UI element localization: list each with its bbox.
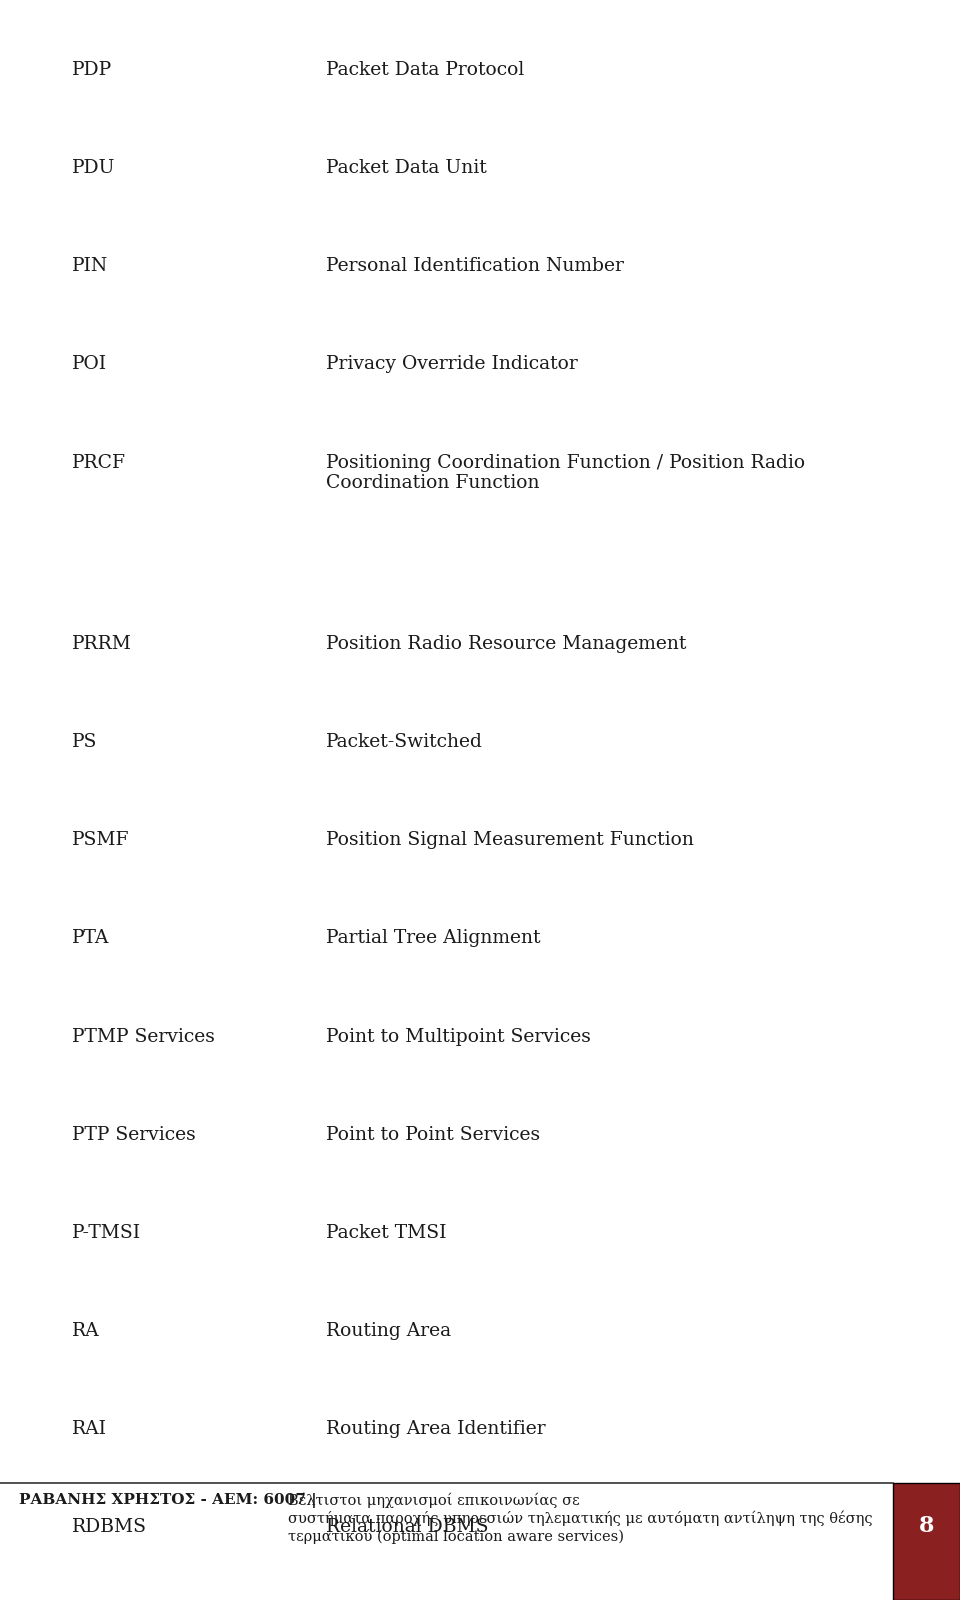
- Text: PTMP Services: PTMP Services: [72, 1027, 215, 1045]
- Text: Position Signal Measurement Function: Position Signal Measurement Function: [326, 832, 694, 850]
- Text: PSMF: PSMF: [72, 832, 130, 850]
- Text: PDU: PDU: [72, 158, 115, 178]
- FancyBboxPatch shape: [893, 1483, 960, 1600]
- Text: RDBMS: RDBMS: [72, 1518, 147, 1536]
- Text: Packet-Switched: Packet-Switched: [326, 733, 483, 750]
- Text: Point to Multipoint Services: Point to Multipoint Services: [326, 1027, 591, 1045]
- Text: Routing Area: Routing Area: [326, 1322, 451, 1341]
- Text: ΡΑΒΑΝΗΣ ΧΡΗΣΤΟΣ - ΑΕΜ: 6007 |: ΡΑΒΑΝΗΣ ΧΡΗΣΤΟΣ - ΑΕΜ: 6007 |: [19, 1493, 317, 1507]
- Text: PDP: PDP: [72, 61, 112, 78]
- Text: P-TMSI: P-TMSI: [72, 1224, 141, 1242]
- Text: POI: POI: [72, 355, 108, 373]
- Text: PRCF: PRCF: [72, 453, 126, 472]
- Text: Relational DBMS: Relational DBMS: [326, 1518, 489, 1536]
- Text: PS: PS: [72, 733, 97, 750]
- Text: Partial Tree Alignment: Partial Tree Alignment: [326, 930, 540, 947]
- Text: 8: 8: [919, 1515, 934, 1538]
- Text: PTA: PTA: [72, 930, 109, 947]
- Text: Packet Data Unit: Packet Data Unit: [326, 158, 487, 178]
- Text: Privacy Override Indicator: Privacy Override Indicator: [326, 355, 578, 373]
- Text: PRRM: PRRM: [72, 635, 132, 653]
- Text: RA: RA: [72, 1322, 100, 1341]
- Text: Packet Data Protocol: Packet Data Protocol: [326, 61, 525, 78]
- Text: Packet TMSI: Packet TMSI: [326, 1224, 447, 1242]
- Text: Positioning Coordination Function / Position Radio
Coordination Function: Positioning Coordination Function / Posi…: [326, 453, 805, 493]
- Text: Personal Identification Number: Personal Identification Number: [326, 258, 624, 275]
- Text: Position Radio Resource Management: Position Radio Resource Management: [326, 635, 686, 653]
- Text: PTP Services: PTP Services: [72, 1126, 196, 1144]
- Text: Routing Area Identifier: Routing Area Identifier: [326, 1421, 546, 1438]
- Text: Point to Point Services: Point to Point Services: [326, 1126, 540, 1144]
- Text: PIN: PIN: [72, 258, 108, 275]
- Text: RAI: RAI: [72, 1421, 107, 1438]
- Text: Βέλτιστοι μηχανισμοί επικοινωνίας σε
συστήματα παροχής υπηρεσιών τηλεματικής με : Βέλτιστοι μηχανισμοί επικοινωνίας σε συσ…: [288, 1493, 873, 1544]
